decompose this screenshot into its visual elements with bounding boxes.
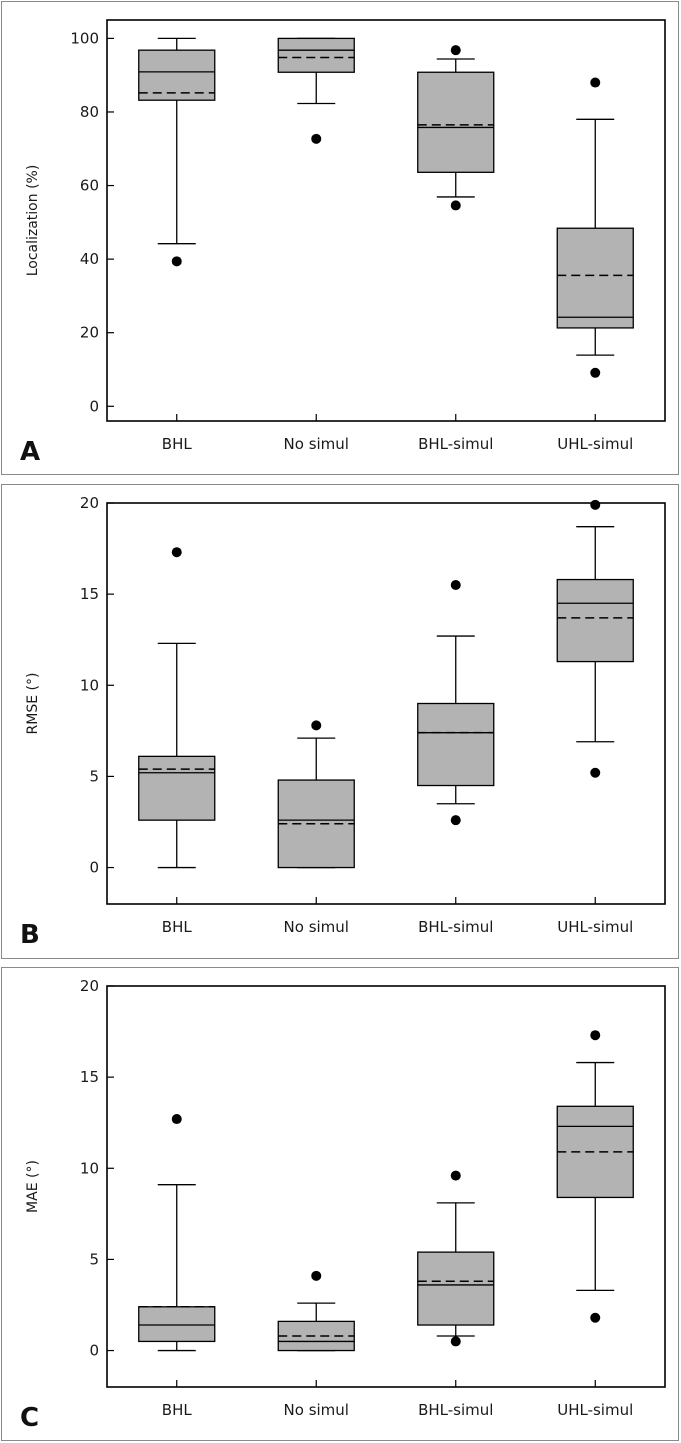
iqr-box <box>138 1306 216 1343</box>
y-axis-label: Localization (%) <box>25 165 41 277</box>
panel-letter: B <box>20 920 40 950</box>
outlier-point <box>590 499 601 510</box>
outlier-point <box>311 133 322 144</box>
panel-c: 0 5 10 15 20 MAE (°) C BHL No simul BHL-simul UHL-… <box>1 967 679 1441</box>
y-tick-label: 15 <box>80 585 99 603</box>
iqr-box <box>417 71 495 173</box>
plot-frame <box>106 502 666 905</box>
y-tick-label: 10 <box>80 676 99 694</box>
y-tick-label: 5 <box>89 767 99 785</box>
y-tick-label: 10 <box>80 1159 99 1177</box>
iqr-box <box>556 227 634 329</box>
outlier-point <box>590 1030 601 1041</box>
panel-letter: C <box>20 1403 39 1433</box>
outlier-point <box>590 77 601 88</box>
x-category-label: No simul <box>284 435 349 453</box>
x-category-label: UHL-simul <box>557 918 633 936</box>
y-tick-label: 20 <box>80 494 99 512</box>
y-tick-label: 20 <box>80 977 99 995</box>
boxplot-mae: 0 5 10 15 20 MAE (°) C BHL No simul BHL-simul UHL-… <box>20 977 666 1433</box>
outlier-point <box>450 45 461 56</box>
outlier-point <box>171 547 182 558</box>
outlier-point <box>171 256 182 267</box>
panel-a: 0 20 40 60 80 100 Localization (%) A BHL No simul… <box>1 1 679 475</box>
x-category-label: No simul <box>284 1401 349 1419</box>
x-category-label: UHL-simul <box>557 1401 633 1419</box>
y-tick-label: 0 <box>89 859 99 877</box>
outlier-point <box>450 200 461 211</box>
boxplot-localization: 0 20 40 60 80 100 Localization (%) A BHL No simul… <box>20 19 666 467</box>
outlier-point <box>450 1336 461 1347</box>
x-category-label: BHL-simul <box>418 918 493 936</box>
outlier-point <box>590 767 601 778</box>
x-category-label: No simul <box>284 918 349 936</box>
x-category-label: BHL <box>162 435 193 453</box>
y-tick-label: 5 <box>89 1250 99 1268</box>
outlier-point <box>311 720 322 731</box>
y-tick-label: 15 <box>80 1068 99 1086</box>
iqr-box <box>138 49 216 101</box>
y-tick-label: 0 <box>89 1342 99 1360</box>
x-category-label: UHL-simul <box>557 435 633 453</box>
iqr-box <box>138 755 216 821</box>
outlier-point <box>311 1270 322 1281</box>
x-category-label: BHL-simul <box>418 1401 493 1419</box>
boxplot-rmse: 0 5 10 15 20 RMSE (°) B BHL No simul BHL-simul UHL… <box>20 494 666 950</box>
x-category-label: BHL <box>162 918 193 936</box>
plot-frame <box>106 19 666 422</box>
y-axis-label: RMSE (°) <box>25 673 41 735</box>
y-tick-label: 60 <box>80 177 99 195</box>
outlier-point <box>450 1170 461 1181</box>
x-category-label: BHL <box>162 1401 193 1419</box>
iqr-box <box>277 37 355 73</box>
y-tick-label: 20 <box>80 324 99 342</box>
panel-letter: A <box>20 437 40 467</box>
x-category-label: BHL-simul <box>418 435 493 453</box>
outlier-point <box>171 1114 182 1125</box>
outlier-point <box>590 367 601 378</box>
y-tick-label: 100 <box>70 29 99 47</box>
outlier-point <box>450 815 461 826</box>
iqr-box <box>556 578 634 663</box>
outlier-point <box>590 1312 601 1323</box>
y-tick-label: 80 <box>80 103 99 121</box>
y-tick-label: 40 <box>80 250 99 268</box>
plot-frame <box>106 985 666 1388</box>
outlier-point <box>450 580 461 591</box>
iqr-box <box>417 702 495 787</box>
iqr-box <box>417 1251 495 1326</box>
y-tick-label: 0 <box>89 397 99 415</box>
panel-b: 0 5 10 15 20 RMSE (°) B BHL No simul BHL-simul UHL… <box>1 484 679 959</box>
y-axis-label: MAE (°) <box>25 1160 41 1213</box>
